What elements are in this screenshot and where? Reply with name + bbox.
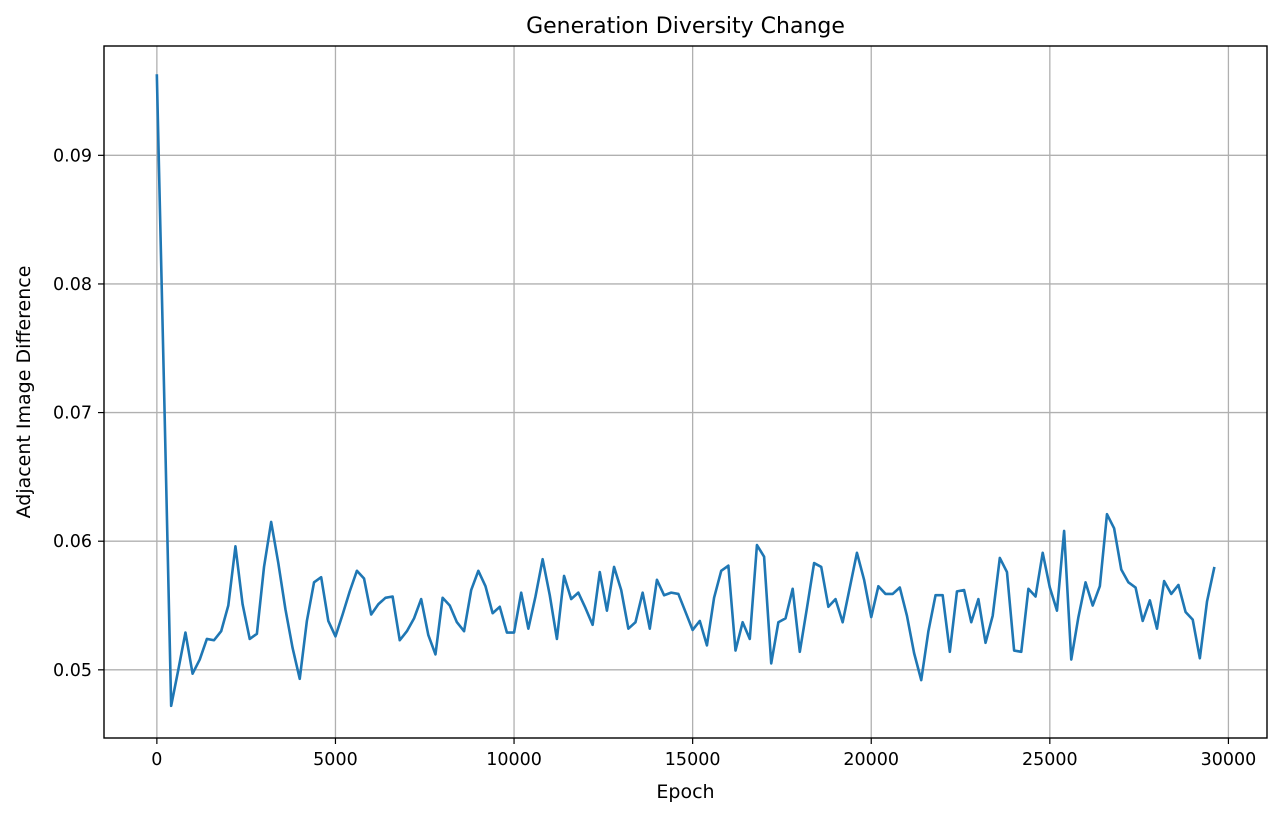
x-tick-label: 5000 bbox=[313, 750, 358, 770]
x-tick-label: 20000 bbox=[843, 750, 899, 770]
series-layer bbox=[155, 74, 1216, 708]
x-tick-label: 15000 bbox=[665, 750, 721, 770]
x-tick-label: 25000 bbox=[1022, 750, 1078, 770]
y-tick-label: 0.08 bbox=[53, 275, 92, 295]
x-tick-label: 30000 bbox=[1201, 750, 1257, 770]
x-tick-label: 10000 bbox=[486, 750, 542, 770]
chart-title: Generation Diversity Change bbox=[526, 14, 845, 39]
x-axis-label: Epoch bbox=[656, 781, 714, 803]
y-tick-label: 0.07 bbox=[53, 404, 92, 424]
y-axis-label: Adjacent Image Difference bbox=[13, 266, 35, 519]
series-line-0 bbox=[155, 74, 1216, 708]
x-axis-ticks: 0 5000 10000 15000 20000 25000 30000 bbox=[151, 738, 1256, 770]
plot-frame bbox=[103, 45, 1268, 739]
y-axis-ticks: 0.05 0.06 0.07 0.08 0.09 bbox=[53, 146, 104, 681]
y-tick-label: 0.06 bbox=[53, 532, 92, 552]
y-tick-label: 0.09 bbox=[53, 146, 92, 166]
y-tick-label: 0.05 bbox=[53, 661, 92, 681]
vertical-gridlines bbox=[156, 46, 1230, 738]
plot-area-background bbox=[104, 46, 1267, 738]
x-tick-label: 0 bbox=[151, 750, 162, 770]
